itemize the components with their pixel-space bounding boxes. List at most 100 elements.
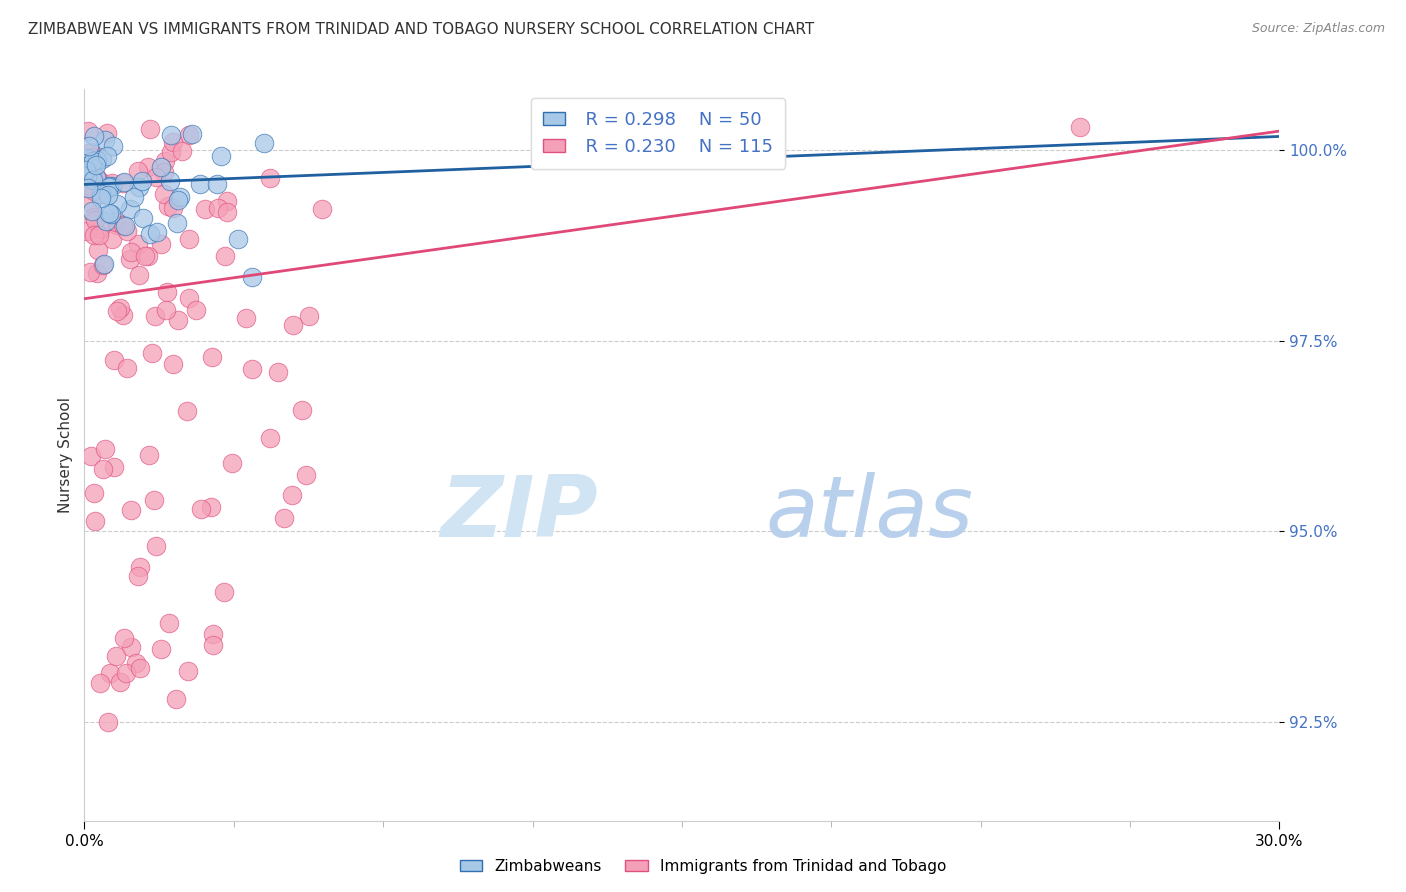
Point: [101, 179, 124, 194]
Point: [90, 175, 112, 189]
Point: [298, 310, 321, 324]
Point: [128, 268, 150, 283]
Point: [83, 184, 105, 198]
Point: [145, 170, 167, 185]
Point: [295, 468, 318, 483]
Point: [105, 304, 128, 318]
Point: [97, 714, 120, 729]
Point: [83, 486, 105, 500]
Point: [86, 171, 108, 186]
Point: [180, 128, 202, 142]
Point: [159, 145, 181, 160]
Point: [82, 173, 104, 187]
Point: [97, 206, 120, 220]
Point: [108, 301, 131, 315]
Point: [200, 500, 222, 514]
Point: [86, 153, 108, 167]
Point: [146, 225, 169, 239]
Point: [167, 312, 190, 326]
Point: [76, 159, 98, 173]
Point: [112, 176, 135, 190]
Point: [77, 181, 100, 195]
Point: [94, 442, 117, 457]
Point: [217, 204, 239, 219]
Point: [112, 631, 135, 645]
Point: [120, 202, 142, 216]
Point: [103, 459, 125, 474]
Point: [83, 228, 105, 243]
Point: [84, 514, 107, 528]
Point: [167, 193, 190, 207]
Point: [188, 178, 211, 192]
Point: [108, 675, 131, 690]
Point: [207, 201, 229, 215]
Point: [138, 227, 160, 242]
Point: [96, 127, 118, 141]
Point: [117, 224, 139, 238]
Point: [141, 346, 163, 360]
Point: [104, 215, 127, 229]
Point: [103, 352, 125, 367]
Point: [90, 186, 112, 201]
Point: [156, 285, 179, 299]
Point: [127, 163, 149, 178]
Point: [120, 503, 142, 517]
Point: [77, 124, 100, 138]
Point: [114, 665, 136, 680]
Point: [128, 560, 150, 574]
Point: [97, 188, 120, 202]
Point: [90, 152, 112, 166]
Point: [82, 154, 104, 169]
Point: [212, 585, 235, 599]
Point: [145, 540, 167, 554]
Point: [283, 318, 305, 333]
Point: [76, 224, 98, 238]
Point: [91, 258, 114, 272]
Point: [162, 357, 184, 371]
Point: [129, 661, 152, 675]
Point: [89, 676, 111, 690]
Point: [149, 642, 172, 657]
Point: [75, 153, 97, 167]
Point: [87, 228, 110, 243]
Point: [79, 139, 101, 153]
Point: [82, 204, 104, 219]
Point: [84, 169, 107, 184]
Point: [105, 649, 128, 664]
Point: [86, 243, 108, 257]
Text: atlas: atlas: [766, 472, 973, 555]
Point: [76, 169, 98, 184]
Point: [139, 121, 162, 136]
Point: [202, 639, 225, 653]
Point: [209, 149, 232, 163]
Point: [149, 161, 172, 175]
Point: [75, 155, 97, 169]
Point: [169, 190, 191, 204]
Point: [112, 308, 135, 322]
Point: [132, 211, 155, 225]
Point: [177, 232, 200, 246]
Point: [201, 350, 224, 364]
Point: [80, 196, 103, 211]
Point: [205, 177, 228, 191]
Point: [240, 270, 263, 285]
Point: [184, 302, 207, 317]
Point: [100, 207, 122, 221]
Legend: Zimbabweans, Immigrants from Trinidad and Tobago: Zimbabweans, Immigrants from Trinidad an…: [453, 853, 953, 880]
Point: [194, 202, 217, 216]
Point: [134, 249, 156, 263]
Point: [136, 249, 159, 263]
Point: [162, 135, 184, 149]
Point: [100, 232, 122, 246]
Point: [1069, 120, 1091, 135]
Point: [105, 218, 128, 232]
Point: [162, 202, 184, 216]
Point: [84, 212, 107, 227]
Point: [176, 404, 198, 418]
Point: [94, 133, 117, 147]
Point: [114, 219, 136, 234]
Text: ZIP: ZIP: [440, 472, 599, 555]
Point: [291, 403, 314, 417]
Point: [128, 180, 150, 194]
Point: [120, 640, 142, 654]
